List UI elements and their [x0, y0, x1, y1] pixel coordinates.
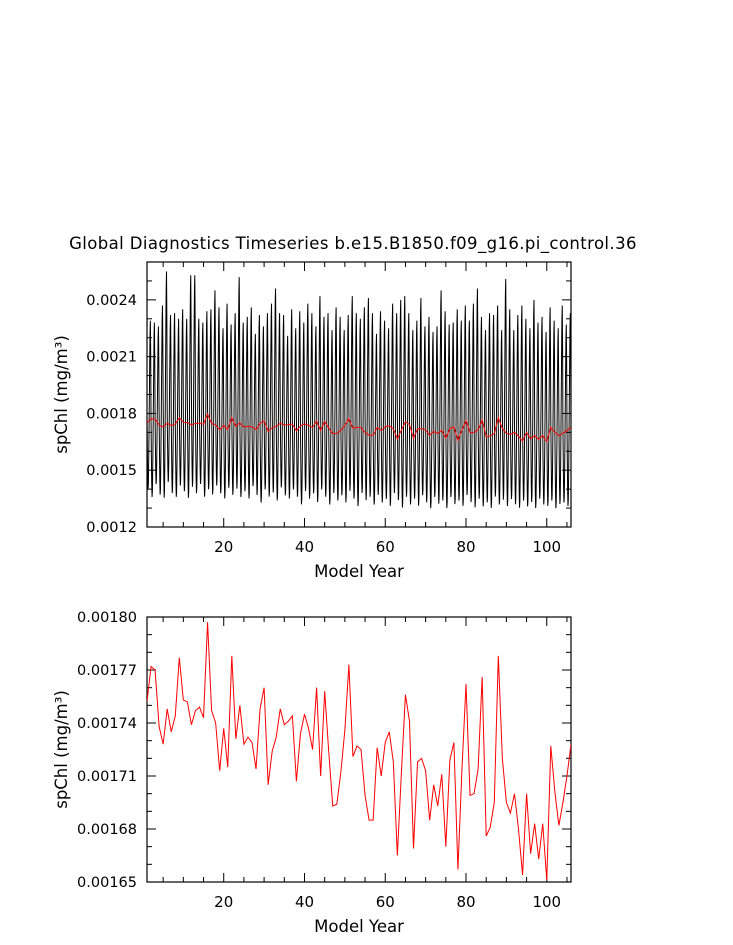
x-tick-label: 40 — [295, 538, 314, 556]
y-tick-label: 0.0024 — [86, 293, 137, 309]
x-tick-label: 60 — [376, 893, 395, 911]
x-tick-label: 20 — [214, 893, 233, 911]
y-tick-label: 0.00177 — [77, 663, 137, 679]
x-tick-label: 60 — [376, 538, 395, 556]
x-tick-label: 80 — [456, 538, 475, 556]
y-tick-label: 0.00171 — [77, 769, 137, 785]
figure-title: Global Diagnostics Timeseries b.e15.B185… — [69, 234, 637, 254]
y-tick-label: 0.00168 — [77, 822, 137, 838]
y-tick-label: 0.00174 — [77, 716, 137, 732]
annual-mean-series-line — [147, 412, 571, 443]
y-tick-label: 0.0012 — [86, 520, 137, 536]
y-axis-label: spChl (mg/m³) — [52, 690, 71, 809]
monthly-series-line — [147, 271, 571, 509]
bottom-panel: 20 40 60 80 100 0.00165 0.00168 0.00171 0.00174 0… — [52, 610, 572, 936]
x-tick-label: 100 — [532, 893, 561, 911]
y-tick-label: 0.0015 — [86, 463, 137, 479]
plot-frame — [146, 616, 572, 883]
y-tick-label: 0.00180 — [77, 610, 137, 626]
x-tick-label: 80 — [456, 893, 475, 911]
x-axis-label: Model Year — [314, 562, 404, 581]
annual-mean-series-line — [147, 622, 571, 881]
x-tick-label: 100 — [532, 538, 561, 556]
y-axis-label: spChl (mg/m³) — [52, 335, 71, 454]
top-panel: 20 40 60 80 100 0.0012 0.0015 0.0018 0.0021 0.002… — [52, 261, 572, 581]
y-tick-label: 0.00165 — [77, 875, 137, 891]
y-tick-label: 0.0018 — [86, 406, 137, 422]
x-tick-label: 20 — [214, 538, 233, 556]
x-tick-label: 40 — [295, 893, 314, 911]
y-tick-label: 0.0021 — [86, 350, 137, 366]
x-axis-label: Model Year — [314, 917, 404, 936]
